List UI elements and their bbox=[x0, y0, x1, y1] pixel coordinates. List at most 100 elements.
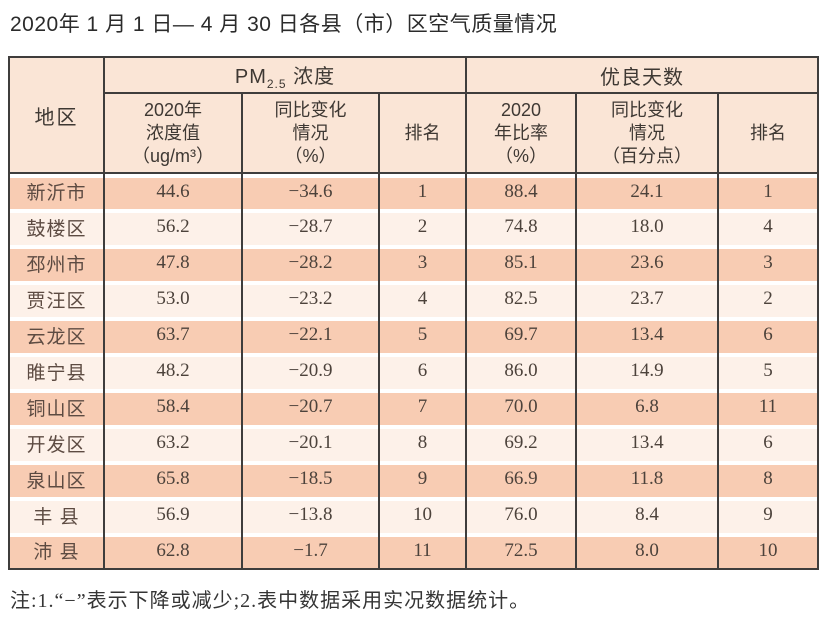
value-cell: 1 bbox=[717, 173, 820, 209]
region-cell: 贾汪区 bbox=[8, 281, 105, 317]
value-cell: −28.7 bbox=[241, 209, 380, 245]
column-header-pm-change: 同比变化 情况 （%） bbox=[241, 93, 380, 174]
value-cell: −20.1 bbox=[241, 425, 380, 461]
value-cell: 13.4 bbox=[575, 425, 720, 461]
air-quality-table: 地区 PM2.5 浓度 优良天数 2020年 浓度值 （ug/m³） 同比变化 … bbox=[8, 56, 820, 570]
column-header-region: 地区 bbox=[8, 57, 105, 174]
region-cell: 邳州市 bbox=[8, 245, 105, 281]
region-cell: 泉山区 bbox=[8, 461, 105, 497]
value-cell: 63.7 bbox=[103, 317, 243, 353]
table-body: 新沂市 44.6 −34.6 1 88.4 24.1 1 鼓楼区 56.2 −28.7 2 74.8 1… bbox=[8, 173, 820, 569]
value-cell: 10 bbox=[377, 497, 468, 533]
region-cell: 云龙区 bbox=[8, 317, 105, 353]
value-cell: 8.0 bbox=[575, 533, 720, 569]
page-title: 2020年 1 月 1 日— 4 月 30 日各县（市）区空气质量情况 bbox=[10, 13, 558, 36]
value-cell: 88.4 bbox=[465, 173, 578, 209]
footnote: 注:1.“−”表示下降或减少;2.表中数据采用实况数据统计。 bbox=[10, 590, 531, 612]
value-cell: 72.5 bbox=[465, 533, 578, 569]
table-row: 新沂市 44.6 −34.6 1 88.4 24.1 1 bbox=[8, 173, 820, 209]
value-cell: 76.0 bbox=[465, 497, 578, 533]
value-cell: 11.8 bbox=[575, 461, 720, 497]
value-cell: 69.7 bbox=[465, 317, 578, 353]
value-cell: 13.4 bbox=[575, 317, 720, 353]
value-cell: 82.5 bbox=[465, 281, 578, 317]
value-cell: −22.1 bbox=[241, 317, 380, 353]
table-row: 泉山区 65.8 −18.5 9 66.9 11.8 8 bbox=[8, 461, 820, 497]
table-row: 鼓楼区 56.2 −28.7 2 74.8 18.0 4 bbox=[8, 209, 820, 245]
value-cell: 70.0 bbox=[465, 389, 578, 425]
value-cell: 11 bbox=[717, 389, 820, 425]
table-row: 邳州市 47.8 −28.2 3 85.1 23.6 3 bbox=[8, 245, 820, 281]
value-cell: 6 bbox=[717, 425, 820, 461]
value-cell: 7 bbox=[377, 389, 468, 425]
value-cell: 8.4 bbox=[575, 497, 720, 533]
column-header-good-rank: 排名 bbox=[717, 93, 820, 174]
value-cell: 11 bbox=[377, 533, 468, 569]
column-header-good-ratio: 2020 年比率 （%） bbox=[465, 93, 578, 174]
region-cell: 新沂市 bbox=[8, 173, 105, 209]
value-cell: 4 bbox=[717, 209, 820, 245]
value-cell: 3 bbox=[717, 245, 820, 281]
value-cell: 86.0 bbox=[465, 353, 578, 389]
column-header-pm-rank: 排名 bbox=[377, 93, 468, 174]
pm25-suffix: 浓度 bbox=[286, 65, 336, 88]
value-cell: 6.8 bbox=[575, 389, 720, 425]
group-header-pm25: PM2.5 浓度 bbox=[102, 57, 468, 94]
value-cell: −34.6 bbox=[241, 173, 380, 209]
group-header-good-days: 优良天数 bbox=[465, 57, 820, 94]
value-cell: 47.8 bbox=[103, 245, 243, 281]
value-cell: 8 bbox=[377, 425, 468, 461]
value-cell: 6 bbox=[377, 353, 468, 389]
value-cell: 9 bbox=[377, 461, 468, 497]
pm25-prefix: PM bbox=[234, 65, 267, 88]
value-cell: 14.9 bbox=[575, 353, 720, 389]
value-cell: 53.0 bbox=[103, 281, 243, 317]
value-cell: 66.9 bbox=[465, 461, 578, 497]
region-cell: 丰 县 bbox=[8, 497, 105, 533]
value-cell: 58.4 bbox=[103, 389, 243, 425]
table-row: 沛 县 62.8 −1.7 11 72.5 8.0 10 bbox=[8, 533, 820, 569]
value-cell: 8 bbox=[717, 461, 820, 497]
value-cell: 62.8 bbox=[103, 533, 243, 569]
table-row: 开发区 63.2 −20.1 8 69.2 13.4 6 bbox=[8, 425, 820, 461]
region-cell: 铜山区 bbox=[8, 389, 105, 425]
region-cell: 开发区 bbox=[8, 425, 105, 461]
value-cell: 9 bbox=[717, 497, 820, 533]
value-cell: 85.1 bbox=[465, 245, 578, 281]
table-row: 贾汪区 53.0 −23.2 4 82.5 23.7 2 bbox=[8, 281, 820, 317]
table-header: 地区 PM2.5 浓度 优良天数 2020年 浓度值 （ug/m³） 同比变化 … bbox=[8, 57, 820, 174]
value-cell: 3 bbox=[377, 245, 468, 281]
value-cell: −23.2 bbox=[241, 281, 380, 317]
value-cell: 2 bbox=[377, 209, 468, 245]
table-row: 云龙区 63.7 −22.1 5 69.7 13.4 6 bbox=[8, 317, 820, 353]
value-cell: 23.6 bbox=[575, 245, 720, 281]
value-cell: 4 bbox=[377, 281, 468, 317]
value-cell: 69.2 bbox=[465, 425, 578, 461]
value-cell: 63.2 bbox=[103, 425, 243, 461]
value-cell: 65.8 bbox=[103, 461, 243, 497]
value-cell: 18.0 bbox=[575, 209, 720, 245]
value-cell: −13.8 bbox=[241, 497, 380, 533]
value-cell: 5 bbox=[717, 353, 820, 389]
value-cell: −20.9 bbox=[241, 353, 380, 389]
region-cell: 鼓楼区 bbox=[8, 209, 105, 245]
table-row: 睢宁县 48.2 −20.9 6 86.0 14.9 5 bbox=[8, 353, 820, 389]
value-cell: −20.7 bbox=[241, 389, 380, 425]
value-cell: 6 bbox=[717, 317, 820, 353]
value-cell: −28.2 bbox=[241, 245, 380, 281]
value-cell: 56.2 bbox=[103, 209, 243, 245]
region-cell: 沛 县 bbox=[8, 533, 105, 569]
value-cell: 10 bbox=[717, 533, 820, 569]
value-cell: 44.6 bbox=[103, 173, 243, 209]
value-cell: 74.8 bbox=[465, 209, 578, 245]
pm25-subscript: 2.5 bbox=[266, 76, 287, 91]
table-row: 丰 县 56.9 −13.8 10 76.0 8.4 9 bbox=[8, 497, 820, 533]
sub-header-row: 2020年 浓度值 （ug/m³） 同比变化 情况 （%） 排名 2020 年比… bbox=[9, 93, 820, 174]
value-cell: 2 bbox=[717, 281, 820, 317]
value-cell: −18.5 bbox=[241, 461, 380, 497]
value-cell: 56.9 bbox=[103, 497, 243, 533]
value-cell: 24.1 bbox=[575, 173, 720, 209]
value-cell: 48.2 bbox=[103, 353, 243, 389]
value-cell: 1 bbox=[377, 173, 468, 209]
table-row: 铜山区 58.4 −20.7 7 70.0 6.8 11 bbox=[8, 389, 820, 425]
